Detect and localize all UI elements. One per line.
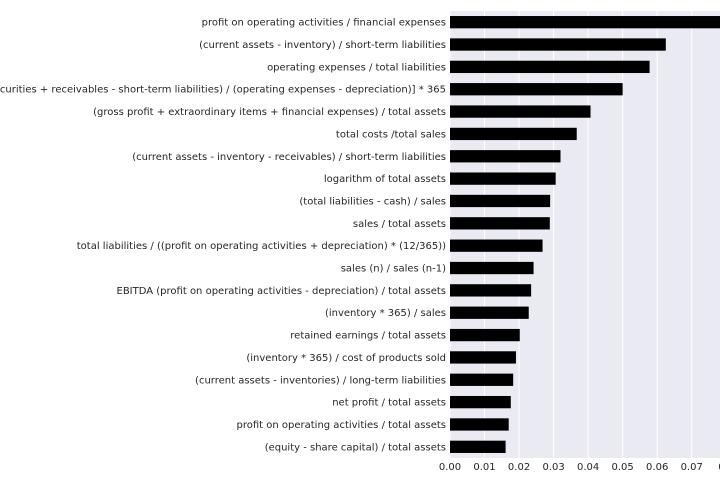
category-label: operating expenses / total liabilities (267, 62, 446, 73)
x-tick-label: 0.06 (646, 462, 668, 473)
bar (450, 373, 514, 386)
category-label: sales / total assets (353, 219, 446, 230)
bar (450, 284, 532, 297)
x-tick-label: 0.03 (542, 462, 564, 473)
bar (450, 127, 577, 141)
bar (450, 217, 550, 230)
x-tick-labels: 0.00 0.01 0.02 0.03 0.04 0.05 0.06 0.07 0.0 (439, 462, 720, 473)
bar (450, 194, 551, 208)
category-label: (current assets - inventory - receivable… (132, 152, 446, 163)
bar (450, 261, 534, 275)
plot-area (450, 11, 720, 458)
category-label: profit on operating activities / total a… (237, 420, 447, 431)
bar (450, 150, 561, 163)
bar (450, 16, 720, 29)
category-label: sh + short-term securities + receivables… (0, 85, 446, 96)
category-label: (equity - share capital) / total assets (265, 442, 446, 453)
category-label: (total liabilities - cash) / sales (299, 196, 446, 207)
category-label: total costs /total sales (336, 129, 446, 140)
x-tick-label: 0.00 (439, 462, 461, 473)
category-label: (inventory * 365) / sales (325, 308, 446, 319)
x-tick-label: 0.05 (612, 462, 634, 473)
bar (450, 440, 506, 453)
bar (450, 105, 591, 118)
bar (450, 306, 529, 319)
x-tick-label: 0.01 (473, 462, 495, 473)
bar (450, 351, 516, 364)
category-label: (inventory * 365) / cost of products sol… (246, 353, 446, 364)
category-label: (current assets - inventory) / short-ter… (199, 40, 446, 51)
bar (450, 38, 666, 51)
x-tick-label: 0.04 (577, 462, 599, 473)
x-tick-label: 0.07 (681, 462, 703, 473)
bar-layer (450, 16, 720, 453)
bar (450, 418, 509, 431)
category-label: profit on operating activities / financi… (202, 18, 446, 29)
x-tick-label: 0.02 (508, 462, 530, 473)
bar (450, 239, 543, 252)
bar (450, 83, 623, 96)
category-label: logarithm of total assets (324, 174, 446, 185)
bar (450, 328, 520, 342)
category-label: (current assets - inventories) / long-te… (195, 375, 446, 386)
category-label: total liabilities / ((profit on operatin… (77, 241, 446, 252)
bar (450, 395, 511, 409)
category-label: sales (n) / sales (n-1) (341, 264, 446, 275)
category-label: EBITDA (profit on operating activities -… (117, 286, 447, 297)
category-label: net profit / total assets (332, 398, 446, 409)
category-label: (gross profit + extraordinary items + fi… (93, 107, 446, 118)
category-labels: profit on operating activities / financi… (0, 18, 446, 454)
category-label: retained earnings / total assets (290, 331, 446, 342)
bar (450, 60, 650, 74)
x-tick-label: 0.0 (718, 462, 720, 473)
bar (450, 172, 556, 185)
